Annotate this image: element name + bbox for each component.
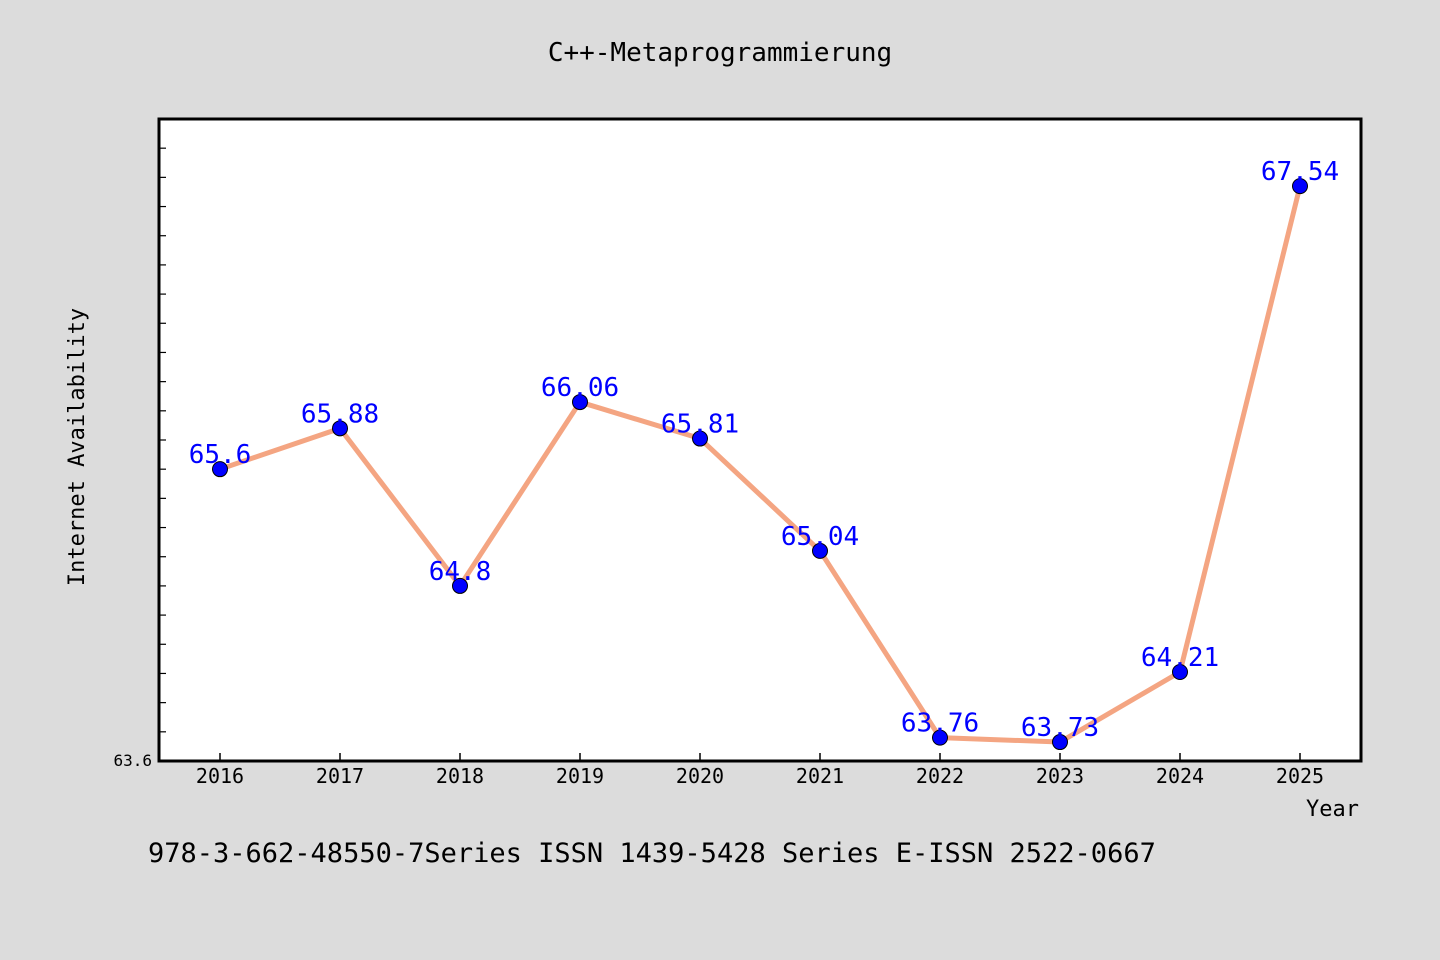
- data-point: [452, 577, 468, 594]
- x-tick-label: 2021: [796, 764, 844, 788]
- x-axis-ticks: 2016 2017 2018 2019 2020 2021 2022 2023 2024 2025: [196, 753, 1324, 788]
- x-tick-label: 2018: [436, 764, 484, 788]
- data-label: 65.81: [661, 410, 739, 440]
- x-tick-label: 2017: [316, 764, 364, 788]
- data-label: 67.54: [1261, 157, 1339, 187]
- x-tick-label: 2025: [1276, 764, 1324, 788]
- plot-area: [157, 117, 1363, 763]
- x-axis-label: Year: [1306, 797, 1359, 822]
- x-tick-label: 2019: [556, 764, 604, 788]
- data-label: 64.21: [1141, 643, 1219, 673]
- data-label: 65.04: [781, 522, 859, 552]
- data-label: 66.06: [541, 373, 619, 403]
- data-point: [572, 394, 588, 411]
- data-point: [812, 542, 828, 559]
- data-label: 63.76: [901, 709, 979, 739]
- data-point: [1052, 734, 1068, 751]
- series-group: 65.6 65.88 64.8 66.06 65.81 65.04 63.76 63.73 64…: [189, 157, 1339, 751]
- data-point: [1172, 663, 1188, 680]
- y-axis-ticks: [159, 147, 166, 762]
- y-axis-label: Internet Availability: [65, 308, 90, 586]
- data-point: [1292, 178, 1308, 195]
- data-label: 65.88: [301, 399, 379, 429]
- x-tick-label: 2024: [1156, 764, 1204, 788]
- data-label: 64.8: [429, 557, 492, 587]
- x-tick-label: 2016: [196, 764, 244, 788]
- data-label: 63.73: [1021, 713, 1099, 743]
- data-label: 65.6: [189, 440, 252, 470]
- data-point: [932, 729, 948, 746]
- data-point: [332, 420, 348, 437]
- data-point: [212, 461, 228, 478]
- series-line: [217, 183, 1303, 745]
- x-tick-label: 2020: [676, 764, 724, 788]
- x-tick-label: 2023: [1036, 764, 1084, 788]
- chart-title: C++-Metaprogrammierung: [548, 38, 892, 68]
- x-tick-label: 2022: [916, 764, 964, 788]
- data-point: [692, 430, 708, 447]
- footer-text: 978-3-662-48550-7Series ISSN 1439-5428 S…: [148, 838, 1156, 869]
- y-axis-min-label: 63.6: [113, 751, 152, 770]
